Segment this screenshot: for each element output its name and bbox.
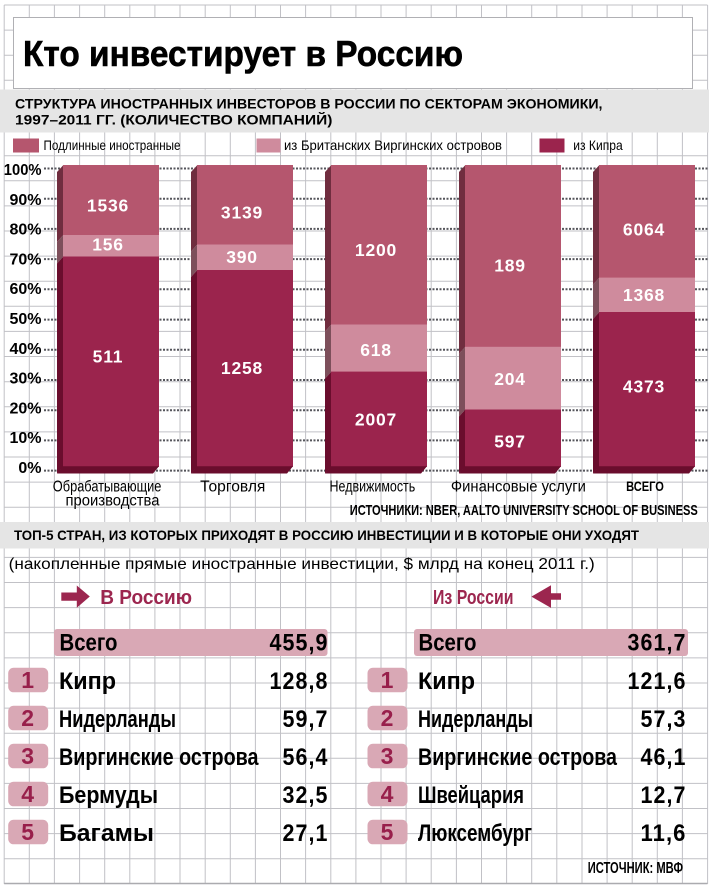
svg-text:Недвижимость: Недвижимость: [330, 479, 416, 496]
svg-text:46,1: 46,1: [641, 744, 687, 771]
svg-text:59,7: 59,7: [283, 706, 329, 733]
svg-text:2: 2: [381, 705, 394, 731]
svg-text:10%: 10%: [9, 430, 41, 447]
svg-text:70%: 70%: [9, 251, 41, 268]
svg-text:5: 5: [21, 819, 34, 845]
svg-text:80%: 80%: [9, 222, 41, 239]
svg-text:производства: производства: [66, 493, 160, 510]
svg-text:618: 618: [360, 340, 392, 360]
svg-text:Нидерланды: Нидерланды: [418, 706, 533, 733]
svg-text:12,7: 12,7: [641, 782, 687, 809]
svg-text:361,7: 361,7: [628, 629, 687, 656]
svg-text:100%: 100%: [4, 162, 42, 179]
svg-text:Подлинные иностранные: Подлинные иностранные: [44, 137, 181, 153]
svg-text:90%: 90%: [9, 192, 41, 209]
svg-text:1536: 1536: [87, 195, 129, 215]
svg-text:390: 390: [226, 247, 258, 267]
svg-text:57,3: 57,3: [641, 706, 687, 733]
svg-text:В Россию: В Россию: [100, 587, 192, 609]
svg-text:30%: 30%: [9, 371, 41, 388]
svg-text:189: 189: [494, 255, 526, 275]
svg-text:121,6: 121,6: [628, 668, 687, 695]
svg-text:Нидерланды: Нидерланды: [59, 706, 176, 733]
svg-text:50%: 50%: [9, 311, 41, 328]
svg-text:1258: 1258: [221, 358, 263, 378]
svg-text:Обрабатывающие: Обрабатывающие: [53, 479, 162, 496]
svg-text:Кипр: Кипр: [418, 668, 475, 695]
svg-text:из Кипра: из Кипра: [573, 137, 623, 153]
svg-text:1: 1: [381, 667, 394, 693]
svg-text:1: 1: [21, 667, 34, 693]
svg-text:Кто инвестирует в Россию: Кто инвестирует в Россию: [23, 33, 463, 74]
svg-text:56,4: 56,4: [283, 744, 329, 771]
svg-text:ВСЕГО: ВСЕГО: [626, 478, 664, 494]
svg-text:Финансовые услуги: Финансовые услуги: [451, 479, 586, 496]
svg-text:4: 4: [21, 781, 34, 807]
svg-text:5: 5: [381, 819, 394, 845]
svg-text:СТРУКТУРА ИНОСТРАННЫХ ИНВЕСТОР: СТРУКТУРА ИНОСТРАННЫХ ИНВЕСТОРОВ В РОССИ…: [15, 96, 602, 111]
svg-text:4373: 4373: [623, 377, 665, 397]
svg-text:27,1: 27,1: [283, 820, 329, 847]
svg-text:6064: 6064: [623, 219, 665, 239]
svg-text:20%: 20%: [9, 400, 41, 417]
svg-text:11,6: 11,6: [641, 820, 687, 847]
svg-text:Виргинские острова: Виргинские острова: [59, 744, 259, 771]
svg-text:Люксембург: Люксембург: [418, 820, 532, 847]
svg-text:1997–2011 ГГ. (КОЛИЧЕСТВО КОМП: 1997–2011 ГГ. (КОЛИЧЕСТВО КОМПАНИЙ): [15, 112, 332, 127]
svg-text:Виргинские острова: Виргинские острова: [418, 744, 618, 771]
svg-text:2: 2: [21, 705, 34, 731]
svg-text:Бермуды: Бермуды: [59, 782, 158, 809]
svg-text:Кипр: Кипр: [59, 668, 116, 695]
svg-text:1368: 1368: [623, 285, 665, 305]
svg-text:ИСТОЧНИК: МВФ: ИСТОЧНИК: МВФ: [588, 860, 684, 877]
svg-text:60%: 60%: [9, 281, 41, 298]
svg-text:40%: 40%: [9, 341, 41, 358]
svg-text:ТОП-5 СТРАН, ИЗ КОТОРЫХ ПРИХОД: ТОП-5 СТРАН, ИЗ КОТОРЫХ ПРИХОДЯТ В РОССИ…: [14, 528, 640, 543]
svg-text:Всего: Всего: [419, 629, 477, 656]
svg-text:128,8: 128,8: [270, 668, 329, 695]
svg-text:204: 204: [494, 369, 526, 389]
svg-text:0%: 0%: [18, 460, 41, 477]
svg-text:(накопленные прямые иностранны: (накопленные прямые иностранные инвестиц…: [9, 556, 595, 573]
svg-text:Швейцария: Швейцария: [418, 782, 524, 809]
svg-text:597: 597: [494, 432, 526, 452]
svg-text:455,9: 455,9: [270, 629, 329, 656]
svg-text:3: 3: [381, 743, 394, 769]
svg-text:из Британских Виргинских остро: из Британских Виргинских островов: [284, 137, 502, 153]
svg-text:32,5: 32,5: [283, 782, 329, 809]
svg-text:511: 511: [93, 346, 124, 366]
svg-text:Всего: Всего: [60, 629, 118, 656]
svg-text:ИСТОЧНИКИ: NBER, AALTO UNIVERS: ИСТОЧНИКИ: NBER, AALTO UNIVERSITY SCHOOL…: [350, 502, 698, 519]
svg-text:1200: 1200: [355, 240, 397, 260]
svg-text:Из России: Из России: [433, 587, 514, 609]
svg-text:3139: 3139: [221, 202, 263, 222]
svg-text:2007: 2007: [355, 410, 397, 430]
svg-text:156: 156: [92, 234, 124, 254]
svg-text:4: 4: [381, 781, 394, 807]
svg-text:3: 3: [21, 743, 34, 769]
svg-text:Торговля: Торговля: [200, 479, 265, 496]
svg-text:Багамы: Багамы: [59, 820, 154, 847]
